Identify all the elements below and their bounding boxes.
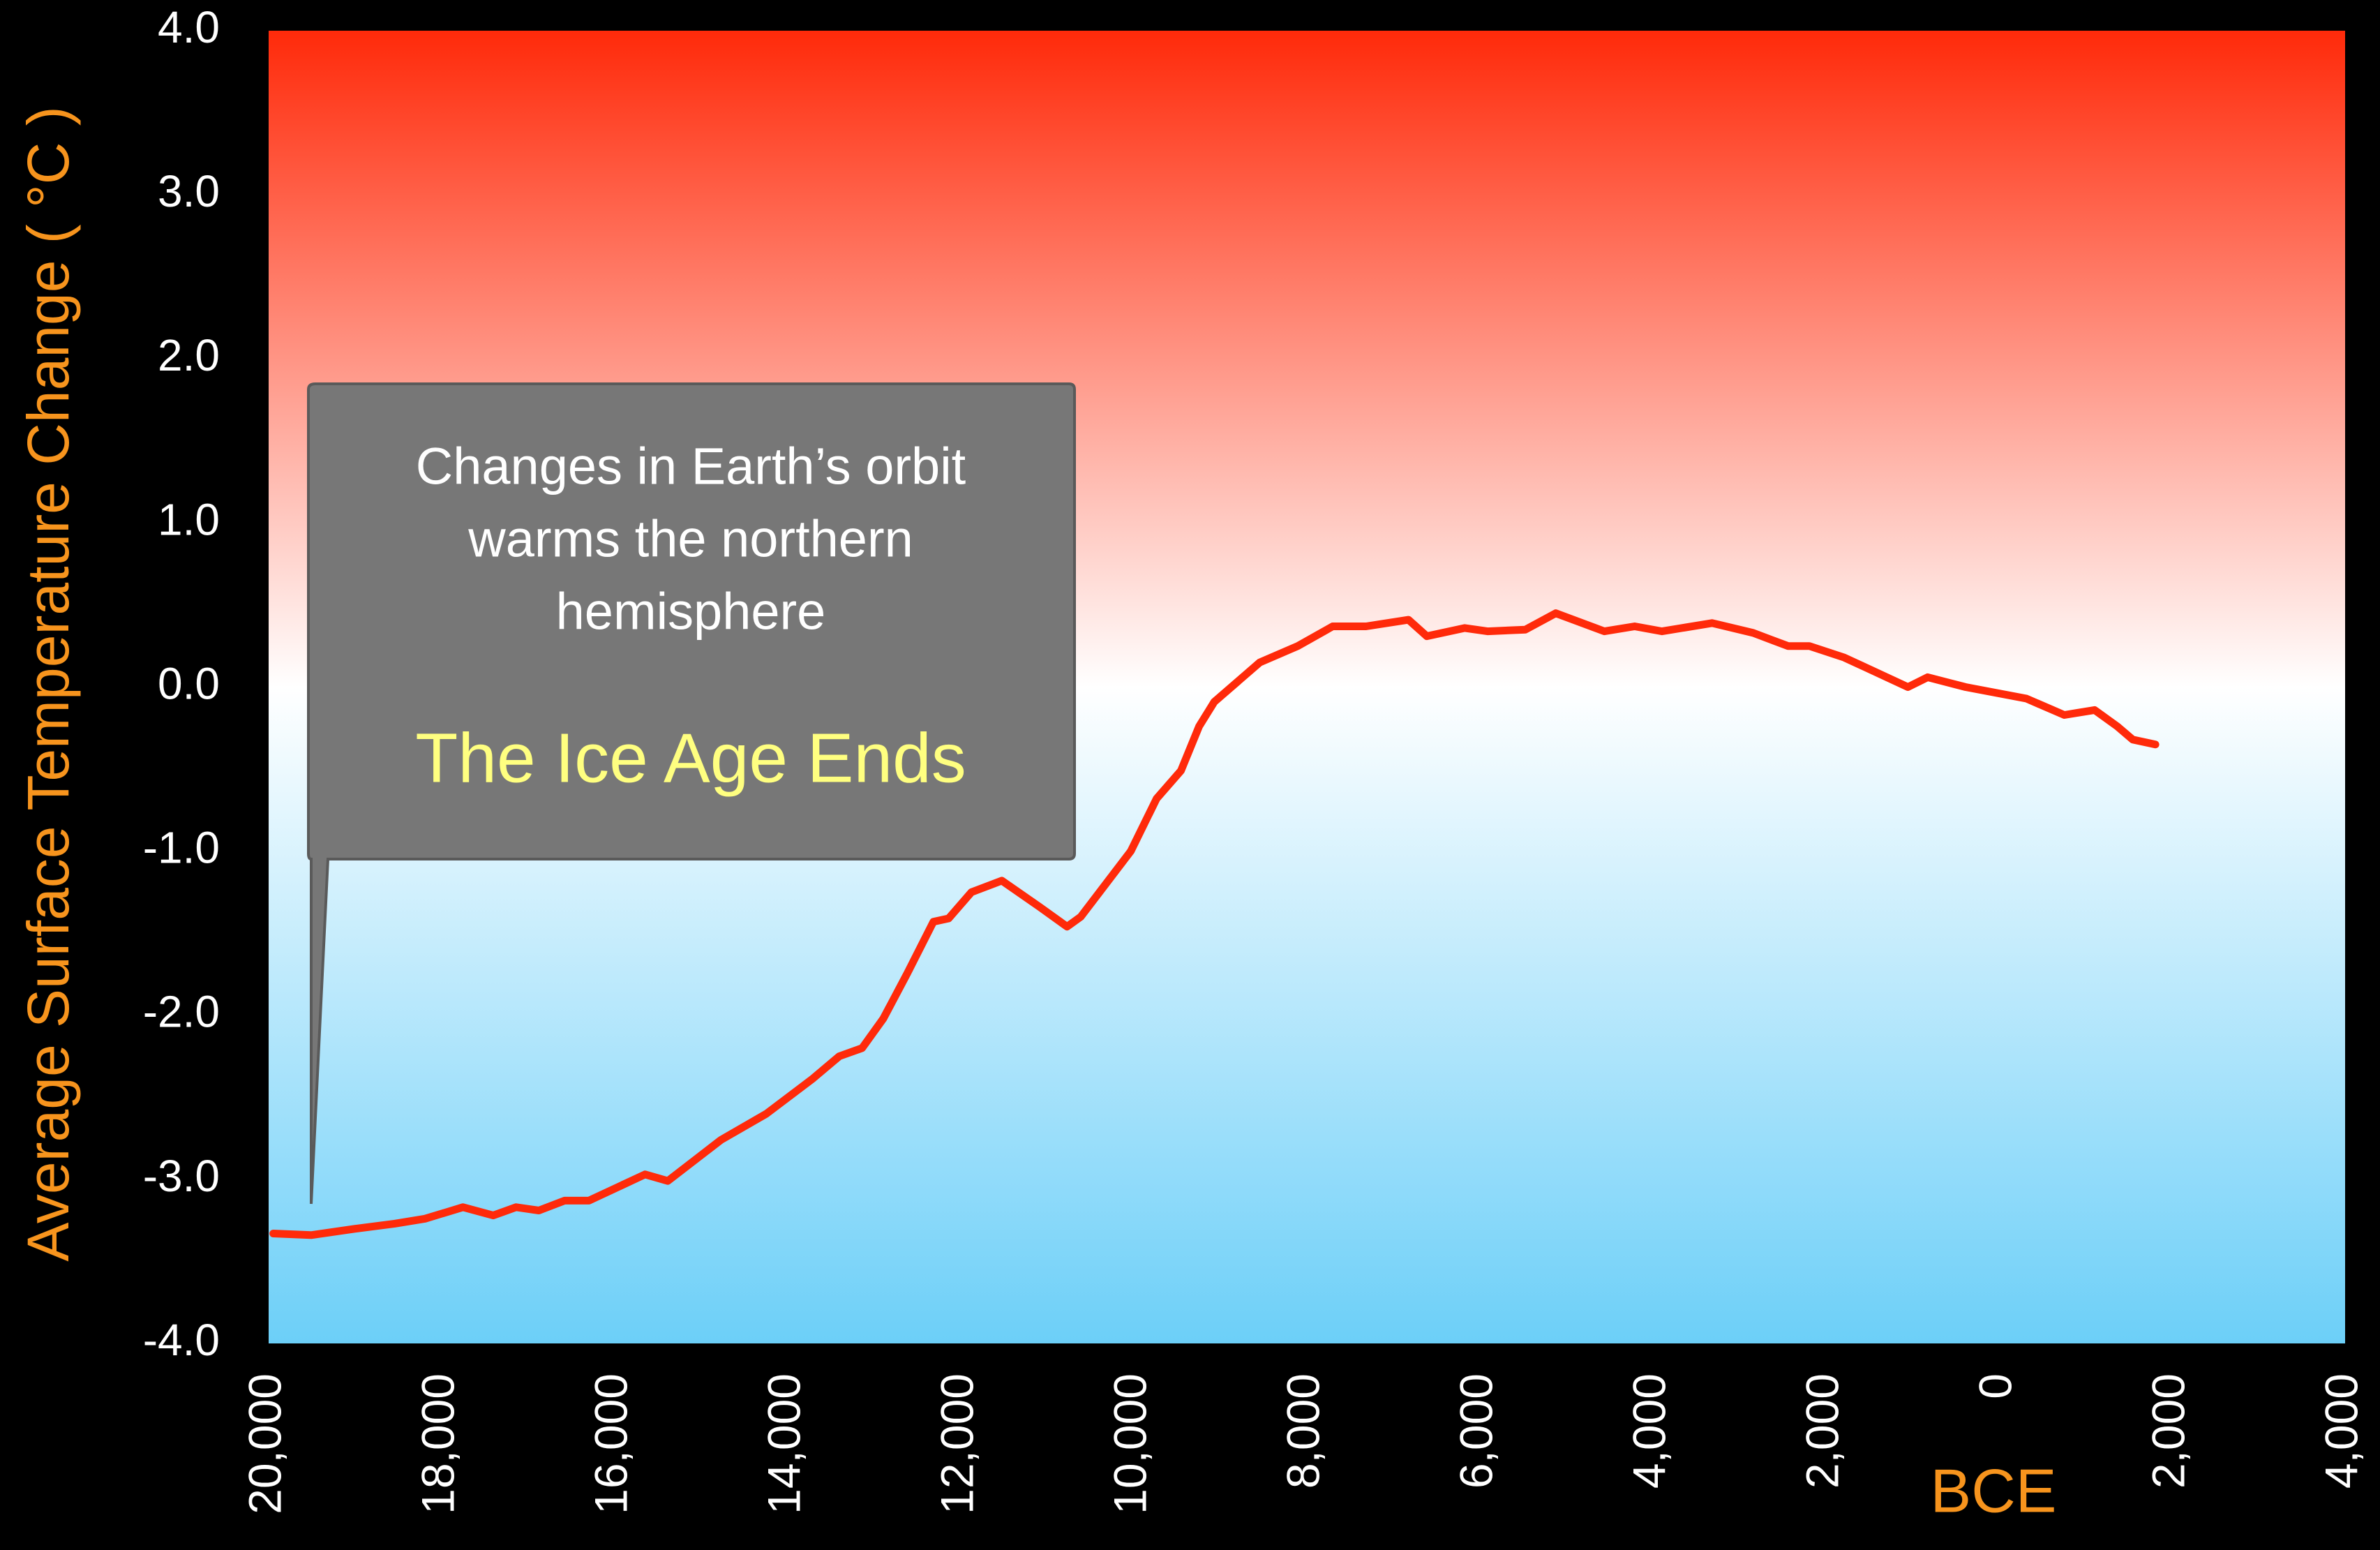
x-tick-label: 12,000: [931, 1373, 982, 1514]
y-tick-label: 1.0: [158, 494, 220, 544]
y-tick-label: -1.0: [143, 823, 220, 873]
callout-text: Changes in Earth’s orbit: [416, 438, 966, 495]
x-tick-label: 6,000: [1450, 1373, 1502, 1489]
x-tick-label: 16,000: [585, 1373, 636, 1514]
marks: 4.0 3.0 2.0 1.0 0.0 -1.0 -2.0 -3.0 -4.0 20,000 18,…: [143, 2, 2367, 1514]
y-tick-label: 4.0: [158, 2, 220, 52]
x-tick-label: 2,000: [2142, 1373, 2194, 1489]
x-tick-label: 18,000: [412, 1373, 463, 1514]
x-tick-label: 10,000: [1104, 1373, 1155, 1514]
callout-box: [307, 382, 1076, 1205]
callout-headline: The Ice Age Ends: [415, 719, 966, 797]
x-tick-label: 14,000: [758, 1373, 809, 1514]
x-axis-label: BCE: [1931, 1456, 2057, 1525]
x-tick-label: 2,000: [1796, 1373, 1848, 1489]
x-tick-label: 4,000: [2315, 1373, 2367, 1489]
callout-text: warms the northern: [467, 510, 913, 568]
x-tick-label: 0: [1969, 1373, 2021, 1399]
y-tick-label: 2.0: [158, 330, 220, 380]
y-tick-label: -4.0: [143, 1315, 220, 1365]
y-tick-label: 0.0: [158, 658, 220, 708]
line: [269, 609, 2160, 1239]
y-tick-label: -3.0: [143, 1151, 220, 1201]
x-tick-label: 20,000: [239, 1373, 290, 1514]
callout: Changes in Earth’s orbit warms the north…: [307, 382, 1076, 1205]
y-axis-label: Average Surface Temperature Change ( °C …: [15, 106, 81, 1261]
y-tick-label: -2.0: [143, 987, 220, 1037]
x-tick-label: 8,000: [1277, 1373, 1329, 1489]
y-tick-label: 3.0: [158, 166, 220, 216]
x-tick-label: 4,000: [1623, 1373, 1675, 1489]
callout-text: hemisphere: [556, 583, 826, 641]
